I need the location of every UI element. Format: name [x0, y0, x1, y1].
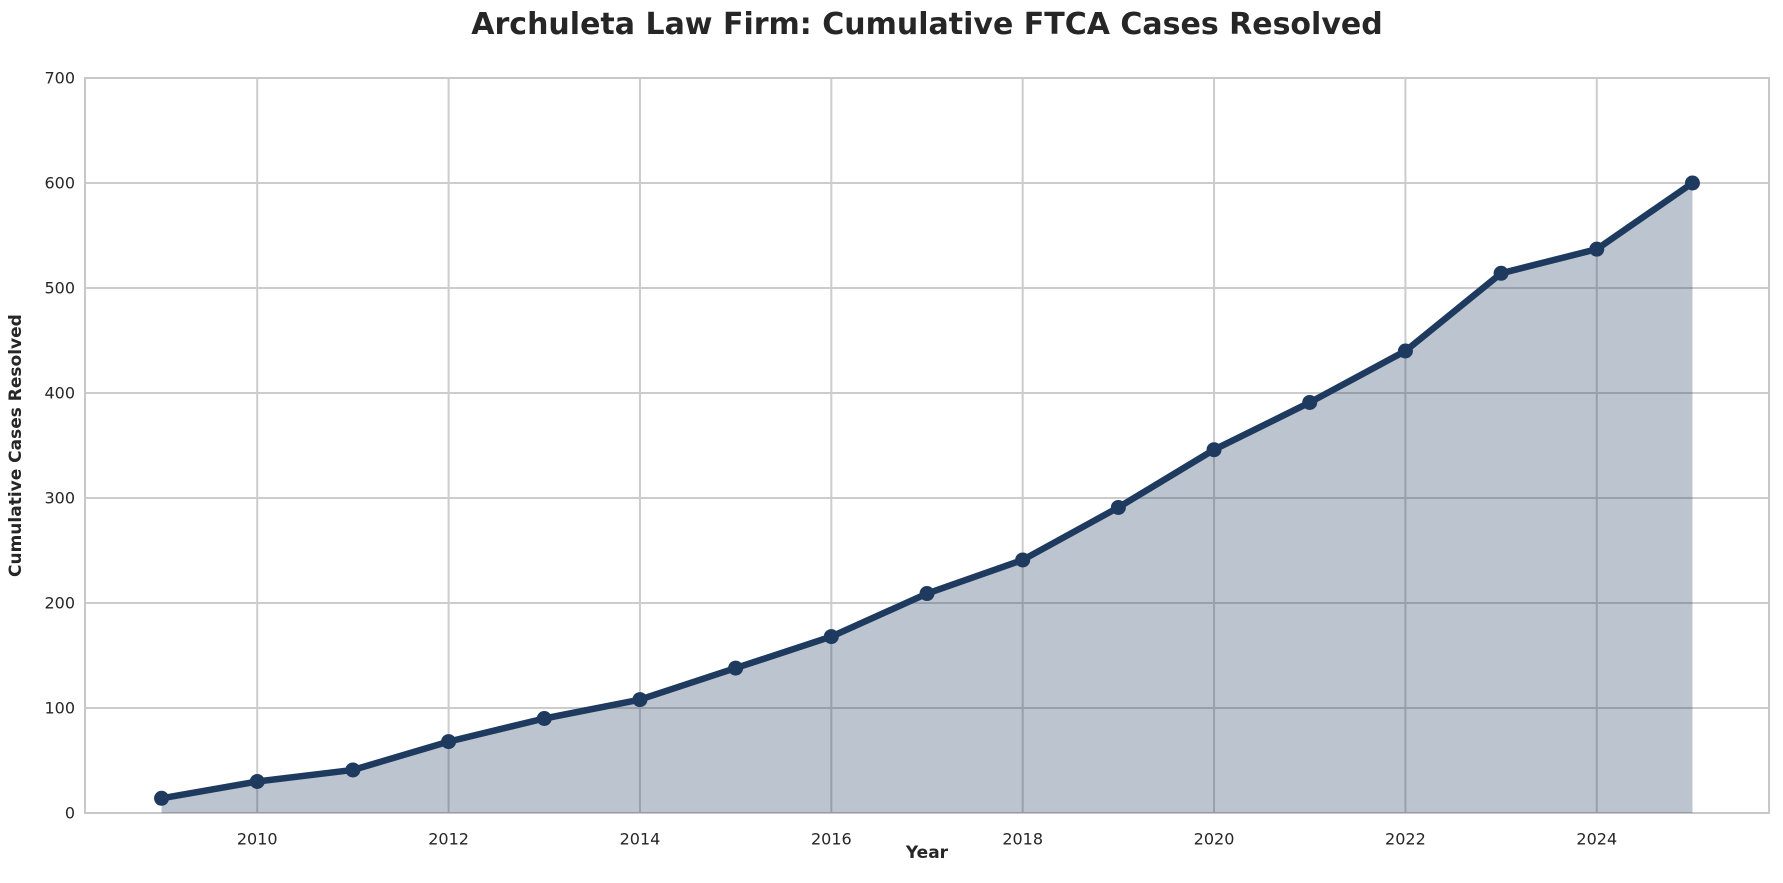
data-point — [154, 790, 170, 806]
data-point — [1589, 241, 1605, 257]
x-tick-label: 2014 — [620, 830, 661, 849]
y-tick-label: 600 — [44, 174, 75, 193]
y-tick-label: 0 — [65, 804, 75, 823]
x-tick-label: 2016 — [811, 830, 852, 849]
y-tick-label: 200 — [44, 594, 75, 613]
data-point — [1397, 343, 1413, 359]
data-point — [919, 586, 935, 602]
x-tick-label: 2018 — [1002, 830, 1043, 849]
y-tick-label: 100 — [44, 699, 75, 718]
data-point — [823, 629, 839, 645]
data-point — [1684, 175, 1700, 191]
x-tick-label: 2012 — [428, 830, 469, 849]
y-tick-label: 700 — [44, 69, 75, 88]
x-axis-label: Year — [905, 843, 949, 863]
chart-title: Archuleta Law Firm: Cumulative FTCA Case… — [471, 7, 1383, 42]
data-point — [536, 711, 552, 726]
x-tick-label: 2022 — [1385, 830, 1426, 849]
data-point — [1493, 265, 1509, 281]
y-tick-label: 500 — [44, 279, 75, 298]
plot-border — [84, 77, 1770, 814]
data-point — [1110, 499, 1126, 515]
y-axis-label: Cumulative Cases Resolved — [6, 314, 26, 577]
data-point — [345, 762, 361, 778]
data-point — [249, 774, 265, 789]
x-tick-label: 2010 — [237, 830, 278, 849]
data-point — [632, 692, 648, 708]
data-point — [1302, 394, 1318, 410]
area-fill — [161, 183, 1693, 813]
y-tick-label: 400 — [44, 384, 75, 403]
data-point — [441, 734, 457, 750]
data-point — [728, 660, 744, 676]
y-tick-label: 300 — [44, 489, 75, 508]
data-point — [1015, 552, 1031, 568]
x-tick-label: 2020 — [1194, 830, 1235, 849]
x-tick-label: 2024 — [1576, 830, 1617, 849]
data-point — [1206, 442, 1222, 458]
